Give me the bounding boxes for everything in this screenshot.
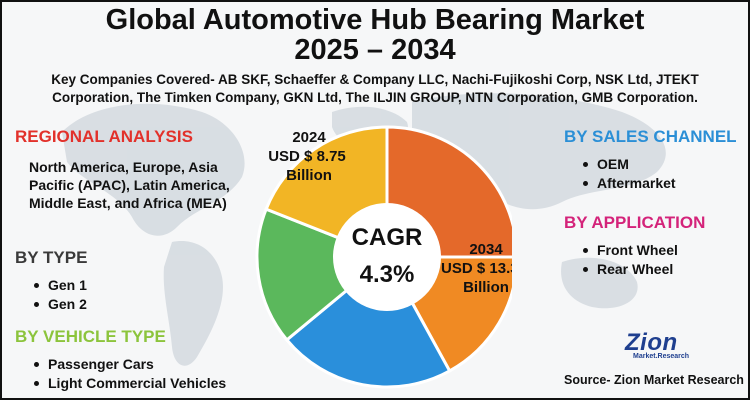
list-item: Light Commercial Vehicles <box>30 374 226 393</box>
logo-word: Zion <box>625 329 678 356</box>
by-vehicle-type-list: Passenger Cars Light Commercial Vehicles <box>30 355 226 393</box>
donut-slice <box>255 207 390 342</box>
by-sales-channel-heading: BY SALES CHANNEL <box>564 127 737 146</box>
list-item: Gen 2 <box>30 295 87 314</box>
by-vehicle-type-heading: BY VEHICLE TYPE <box>15 327 166 346</box>
label-2024-value: USD $ 8.75 <box>268 148 346 165</box>
label-2024-year: 2024 <box>292 129 326 146</box>
donut-slice <box>284 254 452 389</box>
cagr-value: 4.3% <box>360 261 415 288</box>
logo-subtitle: Market.Research <box>633 353 690 360</box>
label-2034-unit: Billion <box>463 279 509 296</box>
donut-chart: CAGR 4.3% 2024 USD $ 8.75 Billion 2034 U… <box>255 125 512 389</box>
regional-analysis-text: North America, Europe, Asia Pacific (APA… <box>29 159 230 211</box>
list-item: Gen 1 <box>30 276 87 295</box>
list-item: Front Wheel <box>579 241 678 260</box>
zion-logo: Zion Market.Research <box>625 329 695 363</box>
list-item: Passenger Cars <box>30 355 226 374</box>
by-sales-channel-list: OEM Aftermarket <box>579 155 676 193</box>
chart-title-years: 2025 – 2034 <box>294 34 456 66</box>
label-2034-value: USD $ 13.33 <box>441 260 512 277</box>
cagr-label: CAGR <box>352 224 423 251</box>
chart-title: Global Automotive Hub Bearing Market <box>105 4 645 36</box>
key-companies-text: Key Companies Covered- AB SKF, Schaeffer… <box>51 72 699 105</box>
list-item: OEM <box>579 155 676 174</box>
by-type-heading: BY TYPE <box>15 248 88 267</box>
regional-analysis-heading: REGIONAL ANALYSIS <box>15 127 193 146</box>
label-2034-year: 2034 <box>469 241 503 258</box>
list-item: Rear Wheel <box>579 260 678 279</box>
by-type-list: Gen 1 Gen 2 <box>30 276 87 314</box>
by-application-list: Front Wheel Rear Wheel <box>579 241 678 279</box>
by-application-heading: BY APPLICATION <box>564 213 706 232</box>
list-item: Aftermarket <box>579 174 676 193</box>
label-2024-unit: Billion <box>286 167 332 184</box>
donut-slices <box>255 125 512 389</box>
donut-hole <box>333 203 441 311</box>
source-text: Source- Zion Market Research <box>564 373 744 387</box>
